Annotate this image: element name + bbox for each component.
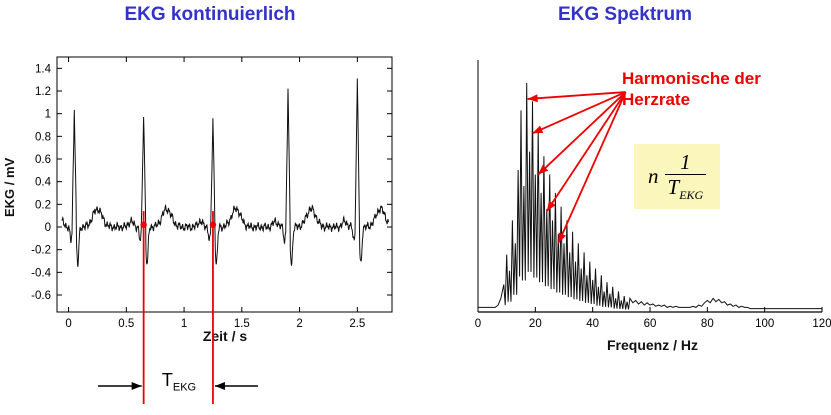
svg-text:2.5: 2.5 (349, 318, 365, 330)
spectrum-x-axis-label: Frequenz / Hz (606, 337, 698, 353)
spectrum-trace (478, 82, 822, 310)
svg-text:0.8: 0.8 (35, 131, 51, 143)
svg-text:0.5: 0.5 (118, 318, 134, 330)
harmonics-annotation: Harmonische der Herzrate (622, 69, 761, 110)
formula-denominator: TEKG (664, 174, 707, 203)
svg-text:1.5: 1.5 (234, 318, 250, 330)
t-ekg-sub: EKG (172, 381, 197, 394)
svg-text:0.6: 0.6 (35, 154, 51, 166)
formula-numerator: 1 (680, 150, 691, 174)
harmonic-arrows (527, 91, 627, 244)
ekg-x-axis-label: Zeit / s (202, 328, 248, 344)
formula-fraction: 1 TEKG (664, 150, 707, 203)
t-ekg-main: T (161, 370, 173, 390)
formula-box: n 1 TEKG (634, 144, 721, 210)
spectrum-axes: 0 20 40 60 80 100 120 (475, 60, 831, 330)
svg-text:20: 20 (529, 318, 542, 330)
svg-text:-0.2: -0.2 (31, 245, 51, 257)
svg-text:0.4: 0.4 (35, 177, 52, 189)
svg-text:1.2: 1.2 (35, 86, 51, 98)
svg-text:0.2: 0.2 (35, 199, 51, 211)
formula-factor: n (648, 164, 659, 189)
ekg-trace (61, 78, 389, 267)
t-ekg-period-label: TEKG (148, 370, 210, 394)
t-ekg-markers (98, 211, 258, 404)
svg-text:0: 0 (65, 318, 71, 330)
svg-text:80: 80 (701, 318, 714, 330)
svg-text:60: 60 (644, 318, 657, 330)
svg-text:-0.4: -0.4 (31, 267, 51, 279)
svg-text:1: 1 (181, 318, 187, 330)
svg-text:1: 1 (45, 109, 51, 121)
ekg-chart-title: EKG kontinuierlich (124, 4, 296, 25)
svg-text:40: 40 (586, 318, 599, 330)
svg-text:2: 2 (296, 318, 302, 330)
ekg-axes: 0 0.5 1 1.5 2 2.5 1.4 1.2 1 0.8 0.6 0.4 0.2 0 -0.2 -0.4… (31, 56, 393, 330)
svg-text:0: 0 (45, 222, 51, 234)
svg-text:120: 120 (812, 318, 831, 330)
spectrum-chart-title: EKG Spektrum (557, 4, 693, 25)
svg-text:100: 100 (755, 318, 774, 330)
spectrum-chart: 0 20 40 60 80 100 120 (475, 60, 831, 330)
svg-text:1.4: 1.4 (35, 63, 52, 75)
svg-text:-0.6: -0.6 (31, 290, 51, 302)
svg-text:0: 0 (475, 318, 481, 330)
ekg-chart: 0 0.5 1 1.5 2 2.5 1.4 1.2 1 0.8 0.6 0.4 0.2 0 -0.2 -0.4… (31, 56, 393, 404)
